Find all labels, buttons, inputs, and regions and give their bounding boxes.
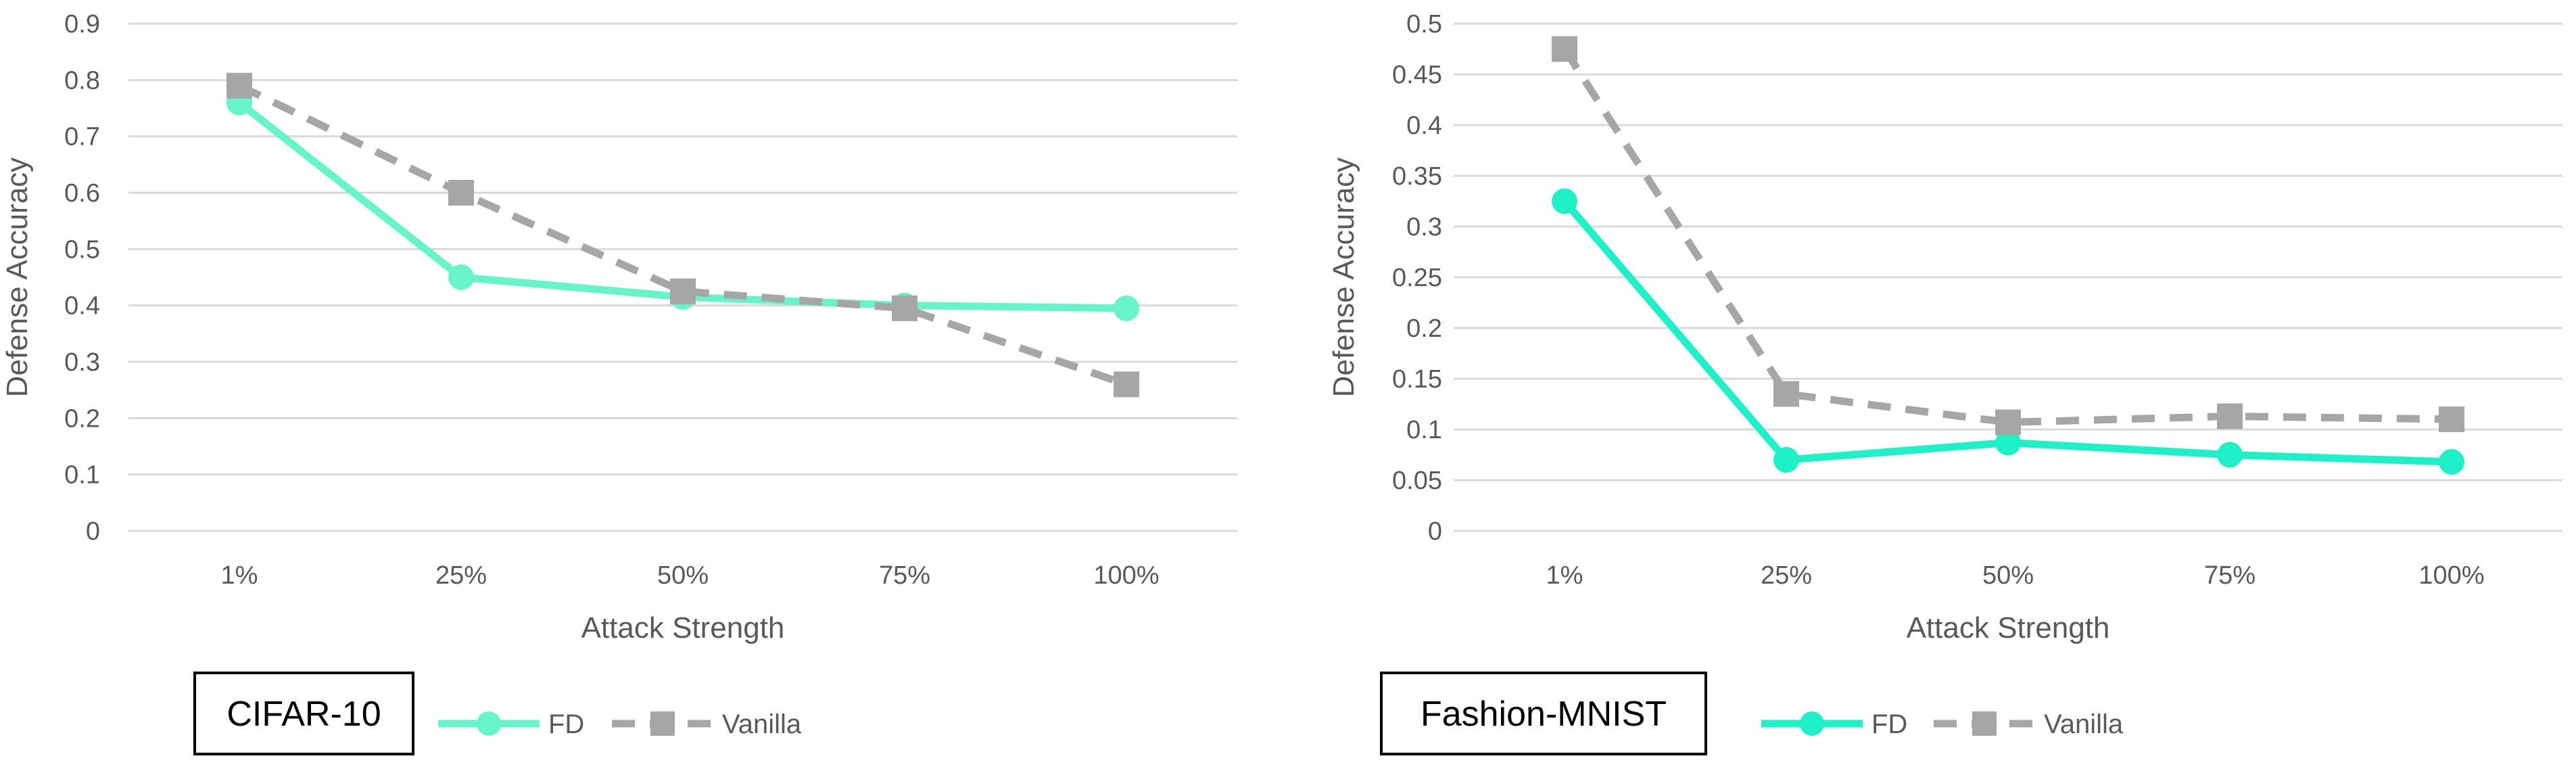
data-point-vanilla xyxy=(2217,403,2243,429)
x-tick-label: 75% xyxy=(2204,561,2256,590)
y-tick-label: 0.5 xyxy=(64,235,100,264)
y-tick-label: 0.1 xyxy=(1406,416,1442,444)
legend-label-fd: FD xyxy=(548,709,584,739)
caption-box xyxy=(193,672,414,755)
data-point-fd xyxy=(1995,429,2021,456)
y-tick-label: 0.9 xyxy=(64,10,100,39)
data-point-fd xyxy=(2217,442,2243,468)
y-tick-label: 0.2 xyxy=(1406,314,1442,343)
x-tick-label: 100% xyxy=(1093,561,1159,590)
legend-label-vanilla: Vanilla xyxy=(2044,709,2124,739)
data-point-vanilla xyxy=(670,278,696,304)
caption-box xyxy=(1380,672,1707,755)
x-tick-label: 1% xyxy=(221,561,258,590)
data-point-vanilla xyxy=(226,72,252,99)
legend-label-vanilla: Vanilla xyxy=(722,709,802,739)
caption-label: Fashion-MNIST xyxy=(1421,695,1667,734)
y-tick-label: 0.3 xyxy=(64,348,100,377)
y-tick-label: 0.4 xyxy=(64,292,100,321)
caption-label: CIFAR-10 xyxy=(226,695,381,734)
y-tick-label: 0.4 xyxy=(1406,112,1442,140)
data-point-vanilla xyxy=(1995,409,2021,436)
data-point-fd xyxy=(1114,295,1139,321)
y-axis-title: Defense Accuracy xyxy=(1,158,34,398)
y-tick-label: 0.2 xyxy=(64,404,100,433)
y-tick-label: 0.5 xyxy=(1406,10,1442,39)
y-tick-label: 0.3 xyxy=(1406,213,1442,241)
data-point-fd xyxy=(2439,449,2464,475)
x-tick-label: 25% xyxy=(1761,561,1812,590)
data-point-vanilla xyxy=(1773,381,1799,407)
legend-marker-vanilla xyxy=(650,711,675,736)
chart-2: 0 0.05 0.1 0.15 0.2 0.25 0.3 0.35 0.4 0.45 0.5 1% 25… xyxy=(1327,10,2562,755)
y-tick-label: 0.6 xyxy=(64,179,100,208)
data-point-vanilla xyxy=(1552,36,1577,62)
data-point-vanilla xyxy=(1114,371,1139,398)
series-line-fd xyxy=(235,99,1130,312)
y-tick-label: 0.7 xyxy=(64,123,100,151)
y-tick-label: 0.25 xyxy=(1392,264,1442,292)
legend-label-fd: FD xyxy=(1871,709,1907,739)
chart-1: 0 0.1 0.2 0.3 0.4 0.5 0.6 0.7 0.8 0.9 1% 25% 50% 75% 1… xyxy=(1,10,1237,755)
data-point-vanilla xyxy=(2439,406,2464,432)
series-line-vanilla xyxy=(237,82,1128,388)
y-axis-title: Defense Accuracy xyxy=(1327,158,1360,398)
series-line-vanilla xyxy=(1561,47,2452,426)
data-point-vanilla xyxy=(448,180,474,206)
x-tick-label: 75% xyxy=(879,561,930,590)
data-point-fd xyxy=(448,264,474,290)
x-tick-label: 1% xyxy=(1546,561,1583,590)
y-tick-label: 0.8 xyxy=(64,66,100,95)
data-point-fd xyxy=(1773,447,1799,473)
y-tick-label: 0.35 xyxy=(1392,162,1442,191)
legend-marker-vanilla xyxy=(1972,711,1997,736)
x-tick-label: 50% xyxy=(657,561,709,590)
data-point-vanilla xyxy=(892,295,917,321)
data-point-fd xyxy=(1552,188,1577,214)
x-tick-label: 25% xyxy=(435,561,487,590)
legend-marker-fd xyxy=(1800,711,1824,736)
y-tick-label: 0.1 xyxy=(64,461,100,490)
x-tick-label: 100% xyxy=(2418,561,2484,590)
y-tick-label: 0.05 xyxy=(1392,467,1442,495)
x-tick-label: 50% xyxy=(1982,561,2034,590)
y-tick-label: 0.15 xyxy=(1392,365,1442,394)
legend-marker-fd xyxy=(477,711,501,736)
y-tick-label: 0 xyxy=(1428,517,1442,546)
y-tick-label: 0 xyxy=(86,517,100,546)
x-axis-title: Attack Strength xyxy=(1907,611,2110,645)
x-axis-title: Attack Strength xyxy=(581,611,785,645)
y-tick-label: 0.45 xyxy=(1392,61,1442,89)
